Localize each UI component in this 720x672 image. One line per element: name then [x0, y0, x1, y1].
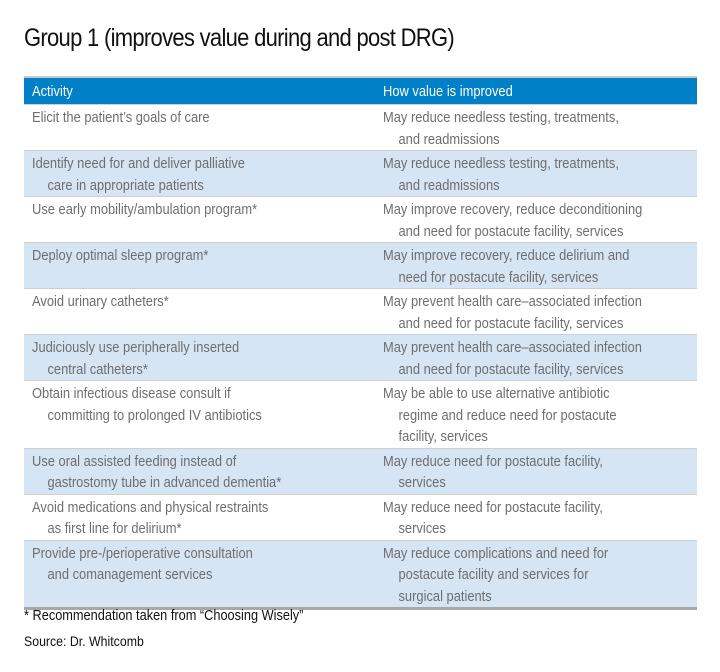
- activity-cell: Judiciously use peripherally inserted cen…: [32, 337, 334, 380]
- table-row: Judiciously use peripherally inserted cen…: [24, 334, 697, 380]
- value-cell-line: May reduce need for postacute facility,: [383, 452, 603, 470]
- value-cell-line: May improve recovery, reduce decondition…: [383, 201, 643, 218]
- value-cell: May be able to use alternative antibioti…: [383, 383, 653, 448]
- value-cell-line: May prevent health care–associated infec…: [383, 293, 642, 310]
- header-value: How value is improved: [383, 82, 513, 100]
- table-row: Avoid medications and physical restraint…: [24, 493, 697, 540]
- value-cell-line: May prevent health care–associated infec…: [383, 339, 642, 356]
- value-cell: May reduce need for postacute facility, s…: [383, 451, 653, 494]
- activity-cell: Deploy optimal sleep program*: [32, 245, 334, 267]
- table-row: Elicit the patient’s goals of care May re…: [24, 104, 697, 150]
- value-cell-line: services: [398, 520, 446, 537]
- activity-table: Activity How value is improved Elicit th…: [24, 76, 697, 610]
- table-row: Obtain infectious disease consult if comm…: [24, 380, 697, 448]
- table-body: Elicit the patient’s goals of care May re…: [24, 104, 697, 607]
- value-cell-line: need for postacute facility, services: [398, 268, 599, 286]
- value-cell-line: regime and reduce need for postacute: [398, 406, 617, 424]
- table-header: Activity How value is improved: [24, 78, 697, 104]
- table-title: Group 1 (improves value during and post …: [24, 24, 455, 52]
- value-cell-line: May be able to use alternative antibioti…: [383, 385, 610, 402]
- value-cell: May reduce need for postacute facility, s…: [383, 497, 653, 540]
- value-cell: May reduce complications and need for pos…: [383, 543, 653, 608]
- value-cell: May prevent health care–associated infec…: [383, 291, 653, 334]
- activity-cell-line: care in appropriate patients: [47, 176, 204, 194]
- value-cell-line: postacute facility and services for: [398, 566, 589, 583]
- value-cell: May improve recovery, reduce decondition…: [383, 199, 653, 242]
- activity-cell-line: Avoid medications and physical restraint…: [32, 498, 269, 516]
- table-row: Use early mobility/ambulation program* Ma…: [24, 196, 697, 242]
- value-cell-line: May improve recovery, reduce delirium an…: [383, 247, 630, 264]
- activity-cell: Avoid urinary catheters*: [32, 291, 334, 313]
- value-cell: May prevent health care–associated infec…: [383, 337, 653, 380]
- activity-cell: Elicit the patient’s goals of care: [32, 107, 334, 129]
- value-cell: May improve recovery, reduce delirium an…: [383, 245, 653, 288]
- activity-cell-line: Judiciously use peripherally inserted: [32, 339, 240, 356]
- value-cell-line: surgical patients: [398, 587, 492, 605]
- table-row: Deploy optimal sleep program* May improve…: [24, 242, 697, 288]
- activity-cell: Obtain infectious disease consult if comm…: [32, 383, 334, 426]
- activity-cell-line: Deploy optimal sleep program*: [32, 247, 209, 264]
- value-cell-line: and readmissions: [398, 130, 500, 148]
- table-row: Provide pre-/perioperative consultation a…: [24, 539, 697, 608]
- value-cell-line: facility, services: [398, 428, 488, 445]
- source: Source: Dr. Whitcomb: [24, 633, 144, 649]
- value-cell-line: and need for postacute facility, service…: [398, 222, 624, 240]
- activity-cell: Identify need for and deliver palliative…: [32, 153, 334, 196]
- activity-cell: Use oral assisted feeding instead of gast…: [32, 451, 334, 494]
- activity-cell-line: Identify need for and deliver palliative: [32, 155, 245, 172]
- activity-cell: Use early mobility/ambulation program*: [32, 199, 334, 221]
- activity-cell-line: Avoid urinary catheters*: [32, 293, 169, 310]
- activity-cell-line: Use early mobility/ambulation program*: [32, 201, 258, 218]
- value-cell-line: services: [398, 474, 446, 491]
- header-activity: Activity: [32, 82, 73, 100]
- activity-cell-line: and comanagement services: [47, 566, 213, 583]
- activity-cell-line: central catheters*: [47, 360, 148, 378]
- value-cell: May reduce needless testing, treatments,…: [383, 107, 653, 150]
- value-cell-line: May reduce needless testing, treatments,: [383, 109, 619, 126]
- table-row: Use oral assisted feeding instead of gast…: [24, 447, 697, 494]
- activity-cell-line: Obtain infectious disease consult if: [32, 385, 231, 402]
- value-cell-line: and need for postacute facility, service…: [398, 360, 624, 378]
- value-cell: May reduce needless testing, treatments,…: [383, 153, 653, 196]
- table-row: Identify need for and deliver palliative…: [24, 150, 697, 196]
- activity-cell: Provide pre-/perioperative consultation a…: [32, 543, 334, 586]
- activity-cell: Avoid medications and physical restraint…: [32, 497, 334, 540]
- activity-cell-line: committing to prolonged IV antibiotics: [47, 406, 262, 424]
- activity-cell-line: Provide pre-/perioperative consultation: [32, 544, 253, 562]
- value-cell-line: May reduce needless testing, treatments,: [383, 155, 619, 172]
- value-cell-line: May reduce need for postacute facility,: [383, 498, 603, 516]
- activity-cell-line: as first line for delirium*: [47, 520, 182, 537]
- footnote: * Recommendation taken from “Choosing Wi…: [24, 608, 304, 624]
- value-cell-line: and readmissions: [398, 176, 500, 194]
- activity-cell-line: Use oral assisted feeding instead of: [32, 452, 237, 470]
- value-cell-line: May reduce complications and need for: [383, 544, 609, 562]
- activity-cell-line: gastrostomy tube in advanced dementia*: [47, 474, 282, 491]
- table-row: Avoid urinary catheters* May prevent heal…: [24, 288, 697, 334]
- value-cell-line: and need for postacute facility, service…: [398, 314, 624, 332]
- activity-cell-line: Elicit the patient’s goals of care: [32, 109, 210, 126]
